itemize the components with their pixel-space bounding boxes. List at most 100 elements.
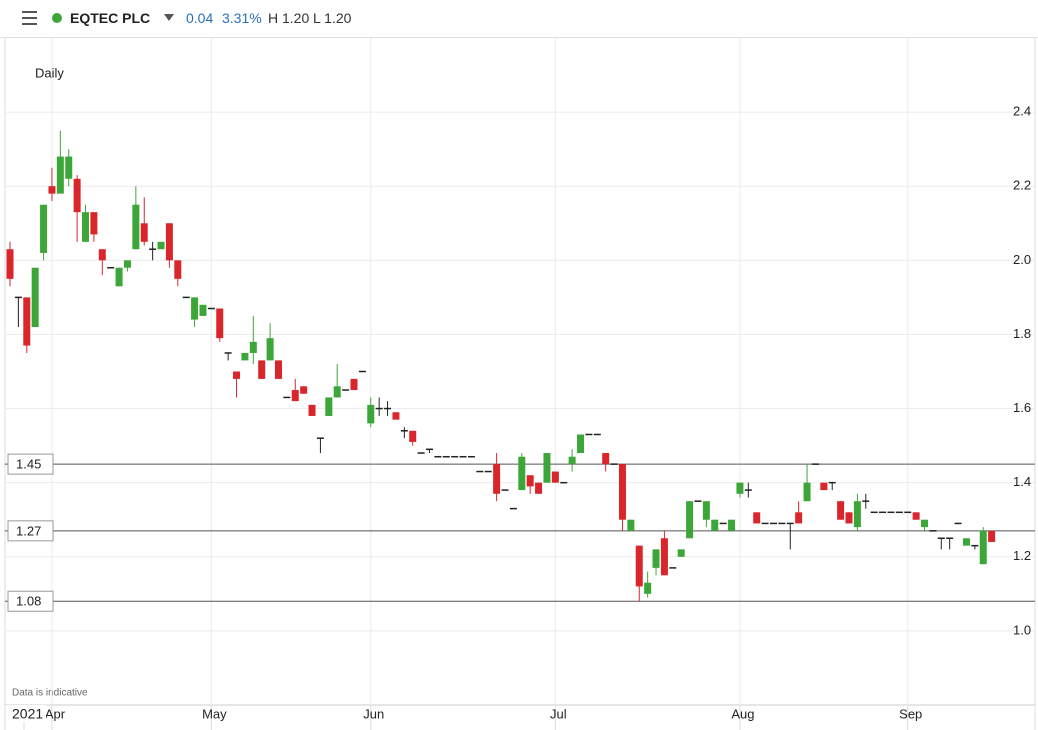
candle-body [602, 453, 610, 465]
dropdown-arrow[interactable] [164, 14, 175, 22]
candle-body [249, 341, 257, 353]
candle-body [40, 204, 48, 253]
candle-body [65, 156, 73, 179]
candle-body [820, 482, 828, 491]
candle-body [618, 464, 626, 520]
y-tick-label: 2.4 [1013, 104, 1031, 119]
candle-body [677, 549, 685, 557]
y-tick-label: 1.6 [1013, 400, 1031, 415]
candle-body [518, 456, 526, 491]
candle-body [233, 371, 241, 379]
candle-body [912, 512, 920, 520]
x-tick-label: May [202, 706, 227, 721]
y-tick-label: 1.8 [1013, 326, 1031, 341]
period-label: Daily [35, 65, 64, 80]
candle-body [711, 519, 719, 531]
x-tick-label: Sep [899, 706, 922, 721]
candle-body [853, 501, 861, 528]
candle-body [635, 545, 643, 587]
candle-body [753, 512, 761, 524]
candle-body [274, 360, 282, 379]
level-label: 1.27 [16, 523, 41, 538]
candle-body [535, 482, 543, 494]
candle-body [165, 223, 173, 261]
low: L 1.20 [313, 10, 352, 26]
header: EQTEC PLC 0.04 3.31% H 1.20 L 1.20 [0, 0, 1038, 38]
candle-body [686, 501, 694, 539]
symbol[interactable]: EQTEC PLC [70, 10, 151, 26]
candle-body [140, 223, 148, 242]
candle-body [392, 412, 400, 420]
candle-body [921, 519, 929, 528]
candle-body [367, 404, 375, 424]
menu-icon[interactable] [22, 11, 38, 25]
candle-body [526, 475, 534, 487]
candle-body [73, 178, 81, 213]
candle-body [258, 360, 266, 379]
y-tick-label: 2.0 [1013, 252, 1031, 267]
level-label-box [7, 453, 54, 475]
candle-body [660, 538, 668, 576]
candle-body [216, 308, 224, 339]
candle-body [82, 212, 90, 242]
candle-body [308, 404, 316, 416]
candle-body [333, 386, 341, 398]
level-label-box [7, 590, 54, 612]
candle-body [48, 186, 56, 194]
candle-body [31, 267, 39, 328]
high: H 1.20 [268, 10, 310, 26]
y-tick-label: 2.2 [1013, 178, 1031, 193]
level-label-box [7, 520, 54, 542]
candle-body [702, 501, 710, 520]
candle-body [199, 304, 207, 316]
note: Data is indicative [12, 688, 88, 699]
y-tick-label: 1.4 [1013, 474, 1031, 489]
candle-body [644, 582, 652, 594]
candle-body [627, 519, 635, 531]
x-tick-label: Jun [363, 706, 384, 721]
change: 0.04 [186, 10, 214, 26]
candle-body [56, 156, 64, 194]
candle-body [291, 390, 299, 402]
candle-body [736, 482, 744, 494]
candle-body [98, 249, 106, 261]
y-tick-label: 1.0 [1013, 622, 1031, 637]
candle-body [845, 512, 853, 524]
year-label-bg [6, 705, 46, 727]
candle-body [795, 512, 803, 524]
candle-body [123, 260, 131, 268]
candle-body [493, 464, 501, 494]
candle-body [652, 549, 660, 568]
candle-body [988, 530, 996, 542]
candle-body [174, 260, 182, 279]
y-tick-label: 1.2 [1013, 548, 1031, 563]
level-label: 1.45 [16, 457, 41, 472]
candle-body [803, 482, 811, 502]
candle-body [132, 204, 140, 250]
candle-body [241, 352, 249, 361]
x-tick-label: Jul [550, 706, 567, 721]
candle-body [266, 338, 274, 361]
candle-body [728, 519, 736, 531]
candle-body [191, 297, 199, 320]
candle-body [157, 241, 165, 250]
chart: Daily Data is indicative 1.0 1.2 1.4 1.6 1.8… [4, 38, 1036, 730]
candle-body [325, 397, 333, 416]
candle-body [115, 267, 123, 287]
candle-body [6, 249, 14, 279]
candle-body [409, 430, 417, 442]
x-tick-label: Aug [731, 706, 754, 721]
candle-body [979, 530, 987, 565]
candle-body [551, 471, 559, 483]
year-label: 2021 [12, 706, 43, 722]
level-label: 1.08 [16, 594, 41, 609]
candle-body [543, 453, 551, 483]
status-dot [52, 13, 62, 23]
candle-body [837, 501, 845, 520]
candle-body [568, 456, 576, 465]
x-tick-label: Apr [45, 706, 66, 721]
candle-body [300, 386, 308, 394]
candle-body [577, 434, 585, 454]
candle-body [350, 378, 358, 391]
